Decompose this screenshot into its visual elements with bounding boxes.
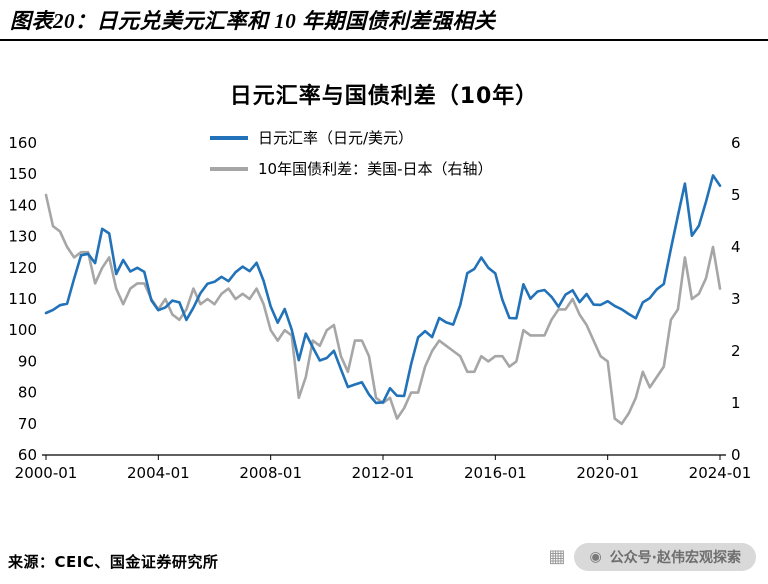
svg-text:100: 100 — [8, 321, 37, 339]
svg-text:6: 6 — [731, 134, 741, 152]
badge-pill: ◉ 公众号·赵伟宏观探索 — [574, 543, 756, 571]
badge-label: 公众号·赵伟宏观探索 — [609, 550, 741, 566]
svg-text:140: 140 — [8, 196, 37, 214]
svg-text:2020-01: 2020-01 — [576, 464, 639, 482]
wechat-badge: ▦ ◉ 公众号·赵伟宏观探索 — [548, 543, 756, 571]
svg-text:110: 110 — [8, 290, 37, 308]
svg-text:60: 60 — [18, 446, 37, 464]
header-divider — [0, 39, 768, 41]
svg-text:90: 90 — [18, 352, 37, 370]
svg-text:2024-01: 2024-01 — [689, 464, 752, 482]
svg-text:150: 150 — [8, 165, 37, 183]
legend-label-yield-spread: 10年国债利差：美国-日本（右轴） — [258, 160, 493, 178]
camera-icon: ◉ — [589, 549, 602, 565]
svg-text:120: 120 — [8, 259, 37, 277]
svg-text:2: 2 — [731, 342, 741, 360]
svg-text:2000-01: 2000-01 — [15, 464, 78, 482]
svg-text:70: 70 — [18, 415, 37, 433]
source-text: 来源：CEIC、国金证券研究所 — [8, 553, 219, 571]
legend-swatch-yield-spread — [210, 166, 248, 171]
svg-text:3: 3 — [731, 290, 741, 308]
svg-text:1: 1 — [731, 394, 741, 412]
svg-text:2004-01: 2004-01 — [127, 464, 190, 482]
svg-text:80: 80 — [18, 384, 37, 402]
svg-text:2008-01: 2008-01 — [239, 464, 302, 482]
svg-text:2012-01: 2012-01 — [352, 464, 415, 482]
svg-text:130: 130 — [8, 228, 37, 246]
legend-item-yield-spread: 10年国债利差：美国-日本（右轴） — [210, 158, 493, 179]
svg-text:160: 160 — [8, 134, 37, 152]
chart-title: 日元汇率与国债利差（10年） — [229, 84, 539, 109]
svg-text:4: 4 — [731, 238, 741, 256]
legend-swatch-exchange-rate — [210, 135, 248, 140]
figure-title: 图表20：日元兑美元汇率和 10 年期国债利差强相关 — [10, 9, 496, 33]
legend-item-exchange-rate: 日元汇率（日元/美元） — [210, 127, 493, 148]
legend-label-exchange-rate: 日元汇率（日元/美元） — [258, 129, 414, 147]
svg-text:5: 5 — [731, 186, 741, 204]
qr-code-icon: ▦ — [548, 546, 566, 567]
chart-legend: 日元汇率（日元/美元） 10年国债利差：美国-日本（右轴） — [210, 127, 493, 179]
chart-svg: 2000-01 2004-01 2008-01 2012-01 2016-01 2020-… — [8, 134, 752, 482]
svg-text:2016-01: 2016-01 — [464, 464, 527, 482]
svg-text:0: 0 — [731, 446, 741, 464]
